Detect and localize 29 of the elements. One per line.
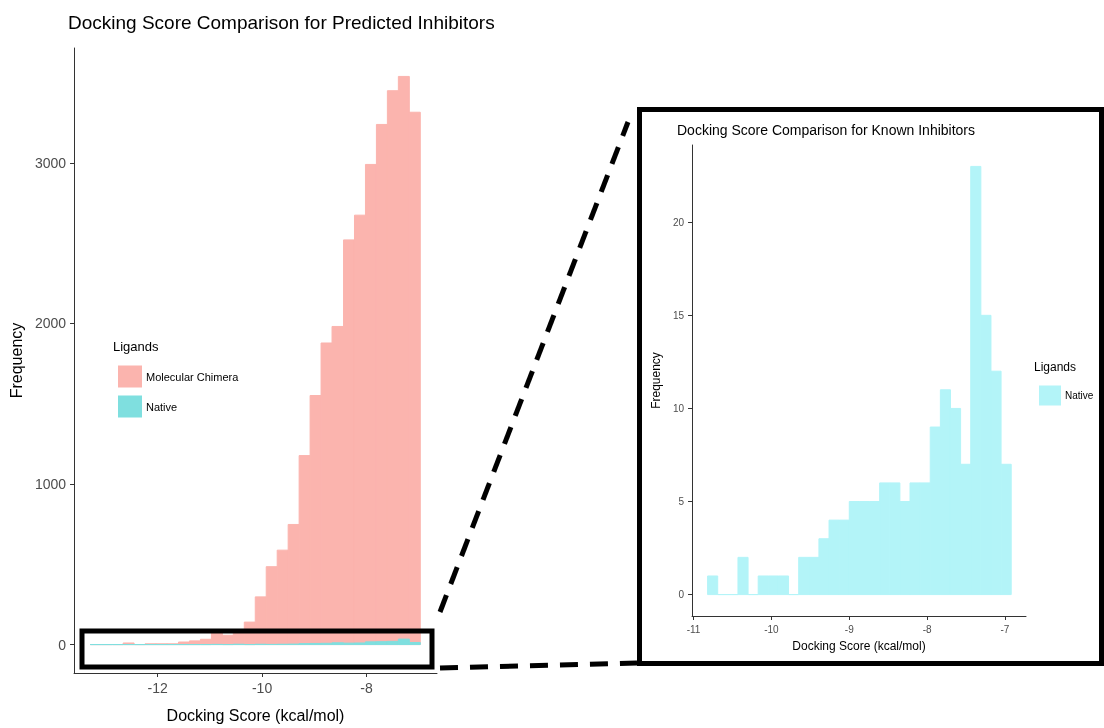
x-tick-label: -11	[686, 623, 701, 635]
legend-label: Native	[146, 400, 178, 413]
chart-title: Docking Score Comparison for Predicted Inhibitors	[68, 12, 495, 34]
y-axis-title: Frequency	[7, 322, 25, 399]
chart-title: Docking Score Comparison for Known Inhibitors	[677, 122, 976, 138]
y-axis-title: Frequency	[649, 352, 663, 409]
y-tick-label: 20	[672, 216, 685, 228]
x-axis-title: Docking Score (kcal/mol)	[166, 706, 345, 724]
y-tick-label: 2000	[34, 315, 67, 332]
x-tick-label: -9	[844, 623, 855, 635]
x-tick-label: -8	[360, 680, 373, 696]
legend-label: Native	[1065, 390, 1094, 401]
y-tick-label: 10	[672, 402, 685, 414]
y-tick-label: 5	[678, 496, 685, 508]
x-tick-label: -12	[147, 680, 168, 696]
x-axis-title: Docking Score (kcal/mol)	[792, 639, 926, 653]
y-tick-label: 15	[672, 309, 685, 321]
x-tick-label: -10	[251, 680, 273, 696]
y-tick-label: 0	[678, 589, 685, 601]
x-tick-label: -8	[922, 623, 933, 635]
y-tick-label: 1000	[34, 475, 67, 492]
y-tick-label: 3000	[34, 154, 67, 171]
legend-label: Molecular Chimera	[146, 370, 240, 383]
inset-frame: Ligands Frequency Docking Score (kcal/mol) 0 5 10 15 20 -11 -10 -9 -8 -7 Native Docking Score Comparison for Known Inhibitors	[637, 107, 1104, 666]
x-tick-label: -10	[764, 623, 780, 635]
legend-title: Ligands	[1034, 359, 1077, 374]
legend-title: Ligands	[113, 338, 160, 354]
x-tick-label: -7	[1000, 623, 1010, 635]
y-tick-label: 0	[58, 636, 67, 653]
